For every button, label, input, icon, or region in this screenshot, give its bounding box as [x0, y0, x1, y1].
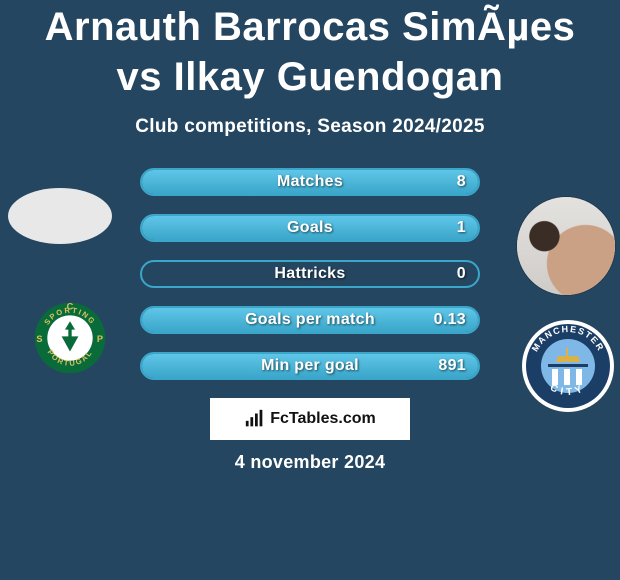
- watermark: FcTables.com: [210, 398, 410, 440]
- bars-icon: [244, 408, 266, 430]
- club-left-letter-s: S: [36, 334, 42, 344]
- stat-label: Goals: [287, 219, 333, 237]
- stat-row: Goals per match 0.13: [140, 306, 480, 334]
- stat-label: Hattricks: [274, 265, 345, 283]
- stat-label: Goals per match: [245, 311, 375, 329]
- stat-row: Hattricks 0: [140, 260, 480, 288]
- club-left-letter-c: C: [67, 301, 74, 311]
- comparison-area: SPORTING PORTUGAL S C P MANCHESTER CITY …: [0, 168, 620, 380]
- stat-label: Min per goal: [261, 357, 359, 375]
- stat-value-right: 1: [457, 219, 466, 237]
- club-left-letter-p: P: [97, 334, 103, 344]
- date: 4 november 2024: [0, 452, 620, 473]
- avatar-face-placeholder: [517, 197, 615, 295]
- stat-rows: Matches 8 Goals 1 Hattricks 0 Goals per match 0…: [140, 168, 480, 380]
- stat-value-right: 8: [457, 173, 466, 191]
- club-badge-left: SPORTING PORTUGAL S C P: [20, 296, 120, 380]
- club-badge-right: MANCHESTER CITY: [516, 316, 620, 416]
- stat-row: Goals 1: [140, 214, 480, 242]
- watermark-text: FcTables.com: [270, 410, 376, 428]
- page-title: Arnauth Barrocas SimÃµes vs Ilkay Guendo…: [0, 0, 620, 102]
- stat-value-right: 0: [457, 265, 466, 283]
- player-avatar-right: [516, 196, 616, 296]
- stat-row: Min per goal 891: [140, 352, 480, 380]
- stat-label: Matches: [277, 173, 343, 191]
- player-avatar-left: [8, 188, 112, 244]
- stat-value-right: 0.13: [434, 311, 466, 329]
- subtitle: Club competitions, Season 2024/2025: [0, 116, 620, 138]
- stat-value-right: 891: [438, 357, 466, 375]
- stat-row: Matches 8: [140, 168, 480, 196]
